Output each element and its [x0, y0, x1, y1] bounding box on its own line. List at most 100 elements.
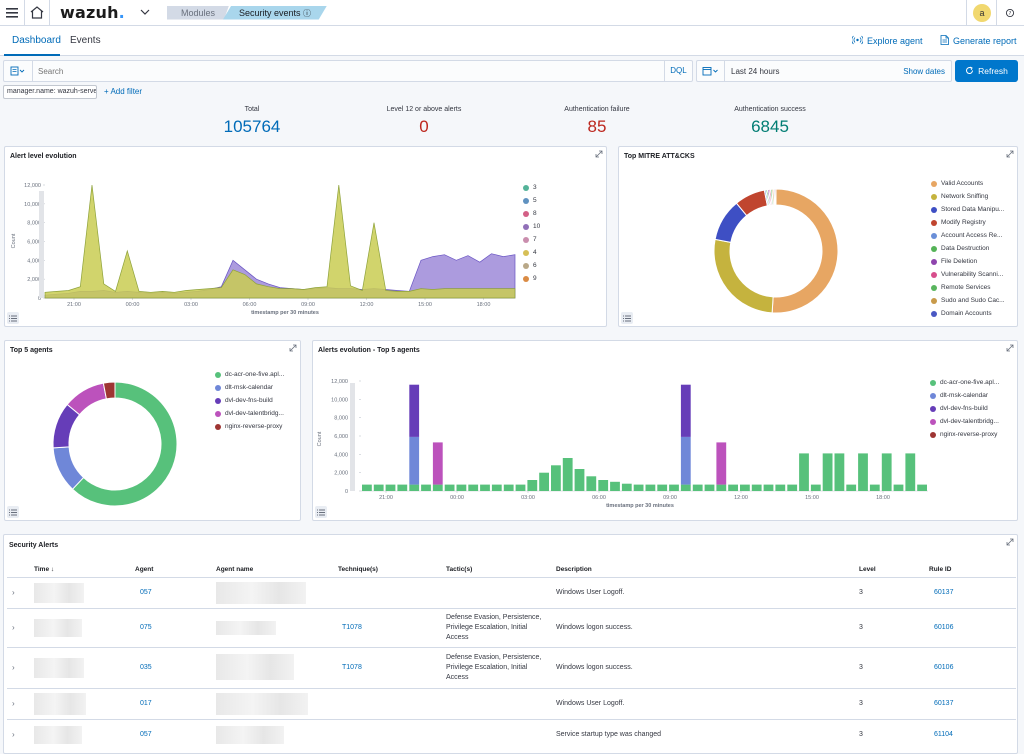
legend-item[interactable]: nginx-reverse-proxy	[215, 420, 284, 433]
rule-id-link[interactable]: 60106	[934, 664, 954, 671]
legend-label: dvl-dev-talentbridg...	[225, 410, 284, 417]
expand-row-icon[interactable]: ›	[12, 699, 15, 708]
agent-id-link[interactable]: 075	[140, 624, 152, 631]
legend-item[interactable]: 6	[523, 259, 540, 272]
expand-row-icon[interactable]: ›	[12, 663, 15, 672]
show-dates-link[interactable]: Show dates	[903, 67, 945, 76]
legend-item[interactable]: 5	[523, 194, 540, 207]
tab-dashboard[interactable]: Dashboard	[12, 35, 61, 46]
technique-link[interactable]: T1078	[342, 624, 362, 631]
agent-id-link[interactable]: 057	[140, 589, 152, 596]
time-range-label[interactable]: Last 24 hours	[731, 67, 780, 76]
expand-row-icon[interactable]: ›	[12, 623, 15, 632]
breadcrumb-modules[interactable]: Modules	[166, 5, 229, 20]
legend-item[interactable]: dvl-dev-talentbridg...	[930, 415, 999, 428]
calendar-icon[interactable]	[697, 61, 725, 81]
rule-id-link[interactable]: 61104	[934, 731, 953, 738]
legend-toggle-icon[interactable]	[621, 312, 633, 324]
legend-item[interactable]: Stored Data Manipu...	[931, 203, 1005, 216]
technique-link[interactable]: T1078	[342, 664, 362, 671]
column-header-techniques[interactable]: Technique(s)	[338, 566, 378, 573]
legend-item[interactable]: 7	[523, 233, 540, 246]
legend-item[interactable]: dc-acr-one-five.apl...	[930, 376, 999, 389]
legend-item[interactable]: dlt-msk-calendar	[930, 389, 999, 402]
legend-item[interactable]: Modify Registry	[931, 216, 1005, 229]
legend-item[interactable]: Pass the Hash	[931, 320, 1005, 323]
legend-item[interactable]: dvl-dev-talentbridg...	[215, 407, 284, 420]
column-header-agent[interactable]: Agent	[135, 566, 154, 573]
stat-value[interactable]: 6845	[751, 117, 789, 136]
legend-item[interactable]: Data Destruction	[931, 242, 1005, 255]
query-language-toggle[interactable]: DQL	[664, 61, 692, 81]
legend-item[interactable]: 4	[523, 246, 540, 259]
expand-icon[interactable]	[1005, 537, 1015, 547]
legend-item[interactable]: 10	[523, 220, 540, 233]
agent-id-link[interactable]: 017	[140, 700, 152, 707]
agents-donut-chart[interactable]	[45, 374, 185, 514]
expand-icon[interactable]	[288, 343, 298, 353]
column-header-rule-id[interactable]: Rule ID	[929, 566, 952, 573]
legend-item[interactable]: Remote Services	[931, 281, 1005, 294]
column-header-tactics[interactable]: Tactic(s)	[446, 566, 473, 573]
legend-item[interactable]: Network Sniffing	[931, 190, 1005, 203]
legend-toggle-icon[interactable]	[315, 506, 327, 518]
legend-toggle-icon[interactable]	[7, 506, 19, 518]
legend-item[interactable]: Account Access Re...	[931, 229, 1005, 242]
legend-item[interactable]: Domain Accounts	[931, 307, 1005, 320]
agent-id-link[interactable]: 035	[140, 664, 152, 671]
legend-toggle-icon[interactable]	[7, 312, 19, 324]
table-row[interactable]: › 017 Windows User Logoff. 3 60137	[4, 689, 1017, 719]
saved-query-menu[interactable]	[4, 61, 33, 81]
expand-row-icon[interactable]: ›	[12, 730, 15, 739]
stat-value[interactable]: 0	[419, 117, 429, 136]
legend-item[interactable]: dvl-dev-fns-build	[215, 394, 284, 407]
explore-agent-button[interactable]: Explore agent	[851, 35, 923, 47]
table-row[interactable]: › 035 T1078 Defense Evasion, Persistence…	[4, 648, 1017, 688]
rule-id-link[interactable]: 60137	[934, 700, 954, 707]
column-header-time[interactable]: Time ↓	[34, 566, 55, 573]
stat-value[interactable]: 105764	[223, 117, 281, 136]
legend-item[interactable]: 9	[523, 272, 540, 285]
column-header-description[interactable]: Description	[556, 566, 592, 573]
legend-item[interactable]: dvl-dev-fns-build	[930, 402, 999, 415]
expand-icon[interactable]	[1005, 343, 1015, 353]
search-input[interactable]	[34, 61, 664, 81]
hamburger-icon[interactable]	[0, 1, 24, 25]
help-icon[interactable]: ?	[1000, 3, 1020, 23]
table-row[interactable]: › 075 T1078 Defense Evasion, Persistence…	[4, 609, 1017, 647]
legend-item[interactable]: File Deletion	[931, 255, 1005, 268]
refresh-button[interactable]: Refresh	[955, 60, 1018, 82]
legend-item[interactable]: 3	[523, 181, 540, 194]
legend-item[interactable]: Valid Accounts	[931, 177, 1005, 190]
legend-item[interactable]: Vulnerability Scanni...	[931, 268, 1005, 281]
table-row[interactable]: › 057 Service startup type was changed 3…	[4, 720, 1017, 750]
rule-id-link[interactable]: 60137	[934, 589, 954, 596]
slice-11	[774, 188, 777, 206]
legend-item[interactable]: dlt-msk-calendar	[215, 381, 284, 394]
rule-id-link[interactable]: 60106	[934, 624, 954, 631]
legend-item[interactable]: 8	[523, 207, 540, 220]
mitre-donut-chart[interactable]	[706, 181, 846, 321]
avatar[interactable]: a	[973, 4, 991, 22]
add-filter-button[interactable]: + Add filter	[104, 87, 143, 96]
table-row[interactable]: › 057 Windows User Logoff. 3 60137	[4, 578, 1017, 608]
stat-value[interactable]: 85	[587, 117, 607, 136]
alert-level-area-chart[interactable]: 0 2,000 4,000 6,000 8,000 10,000 12,000 Count 21…	[5, 163, 605, 323]
legend-item[interactable]: Sudo and Sudo Cac...	[931, 294, 1005, 307]
agent-id-link[interactable]: 057	[140, 731, 152, 738]
filter-pill-manager-name[interactable]: manager.name: wazuh-server	[3, 85, 97, 99]
tab-events[interactable]: Events	[70, 35, 101, 46]
breadcrumb-security-events[interactable]: Security events ⓘ	[222, 5, 328, 20]
chevron-down-icon[interactable]	[139, 6, 153, 20]
alerts-stacked-bar-chart[interactable]: 0 2,000 4,000 6,000 8,000 10,000 12,000 Count 21…	[313, 357, 933, 517]
column-header-level[interactable]: Level	[859, 566, 876, 573]
expand-row-icon[interactable]: ›	[12, 588, 15, 597]
expand-icon[interactable]	[594, 149, 604, 159]
generate-report-button[interactable]: Generate report	[940, 35, 1017, 47]
legend-item[interactable]: dc-acr-one-five.apl...	[215, 368, 284, 381]
column-header-agent-name[interactable]: Agent name	[216, 566, 254, 573]
home-icon[interactable]	[24, 0, 50, 26]
wazuh-logo[interactable]: wazuh.	[60, 3, 125, 22]
expand-icon[interactable]	[1005, 149, 1015, 159]
legend-item[interactable]: nginx-reverse-proxy	[930, 428, 999, 441]
